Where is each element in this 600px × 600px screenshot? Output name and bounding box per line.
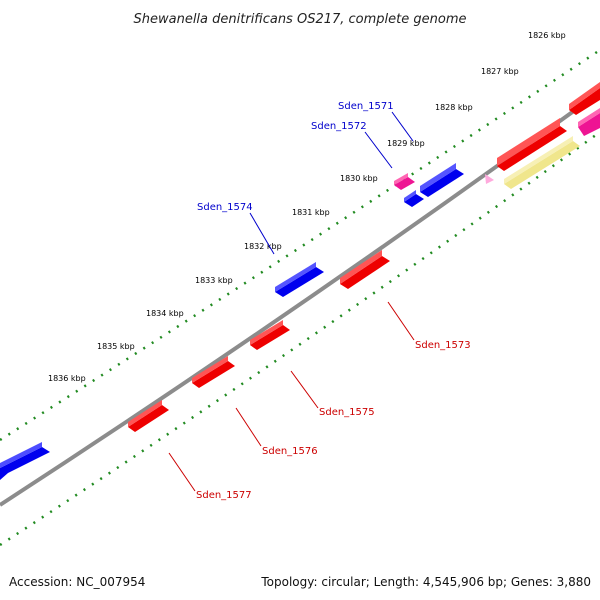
label-leader [168,452,196,492]
kbp-tick-label: 1835 kbp [97,342,135,351]
pink-gene[interactable] [485,174,494,184]
accession-text: Accession: NC_007954 [9,575,145,589]
map-title: Shewanella denitrificans OS217, complete… [134,12,467,27]
reverse-gene[interactable] [192,356,235,388]
pink-gene[interactable] [394,173,415,190]
kbp-tick-label: 1827 kbp [481,67,519,76]
gene-label-sden-1572[interactable]: Sden_1572 [311,121,367,132]
reverse-gene[interactable] [340,250,390,289]
gene-label-sden-1575[interactable]: Sden_1575 [319,407,375,418]
kbp-tick-label: 1832 kbp [244,242,282,251]
reverse-gene[interactable] [569,82,600,115]
label-leader [290,370,319,409]
pink-gene[interactable] [578,108,600,136]
forward-gene[interactable] [420,163,464,197]
inner-tick-track [0,130,600,547]
label-leader [387,301,415,341]
reverse-gene[interactable] [250,320,290,350]
reverse-gene[interactable] [128,400,169,432]
gene-label-sden-1571[interactable]: Sden_1571 [338,101,394,112]
gene-label-sden-1576[interactable]: Sden_1576 [262,446,318,457]
label-leader [391,111,414,142]
kbp-tick-label: 1828 kbp [435,103,473,112]
label-leader [364,131,393,169]
kbp-tick-label: 1826 kbp [528,31,566,40]
reverse-gene[interactable] [497,118,567,171]
kbp-tick-label: 1836 kbp [48,374,86,383]
gene-label-sden-1574[interactable]: Sden_1574 [197,202,253,213]
gene-label-sden-1573[interactable]: Sden_1573 [415,340,471,351]
gene-label-sden-1577[interactable]: Sden_1577 [196,490,252,501]
yellow-gene[interactable] [504,136,580,189]
kbp-tick-label: 1829 kbp [387,139,425,148]
genome-summary-text: Topology: circular; Length: 4,545,906 bp… [260,575,591,589]
kbp-tick-label: 1833 kbp [195,276,233,285]
kbp-tick-label: 1830 kbp [340,174,378,183]
forward-gene[interactable] [0,442,50,480]
kbp-tick-label: 1834 kbp [146,309,184,318]
kbp-tick-label: 1831 kbp [292,208,330,217]
label-leader [249,212,275,255]
forward-gene[interactable] [275,262,324,297]
label-leader [235,407,262,447]
outer-tick-track [0,48,600,442]
forward-gene[interactable] [404,190,424,207]
